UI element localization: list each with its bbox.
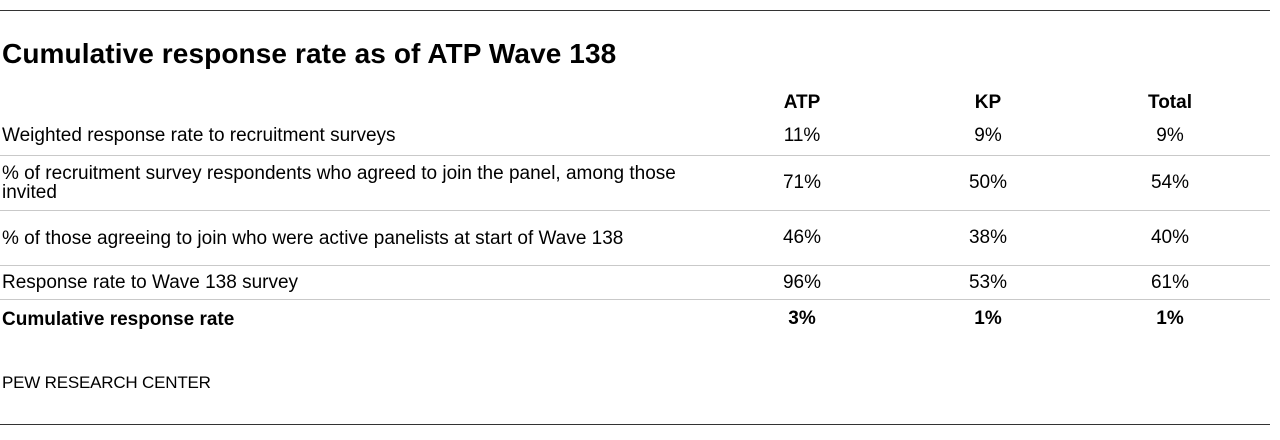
response-rate-table: ATP KP Total Weighted response rate to r…	[0, 88, 1270, 338]
cell-total: 40%	[1150, 227, 1190, 248]
cell-kp: 38%	[968, 227, 1008, 248]
cell-total: 1%	[1156, 308, 1184, 329]
row-label: Response rate to Wave 138 survey	[2, 272, 299, 293]
cell-atp: 71%	[782, 172, 822, 193]
table-row: Response rate to Wave 138 survey 96% 53%…	[0, 266, 1270, 300]
source-credit: PEW RESEARCH CENTER	[2, 373, 211, 392]
row-label: Weighted response rate to recruitment su…	[2, 125, 396, 146]
table-header-row: ATP KP Total	[0, 88, 1270, 116]
table-row: % of those agreeing to join who were act…	[0, 211, 1270, 266]
cell-atp: 46%	[782, 227, 822, 248]
bottom-rule	[0, 424, 1270, 425]
cell-kp: 9%	[974, 124, 1002, 146]
table-row: Weighted response rate to recruitment su…	[0, 116, 1270, 156]
column-header-kp: KP	[974, 92, 1002, 113]
cell-kp: 1%	[974, 308, 1002, 329]
cumulative-total-row: Cumulative response rate 3% 1% 1%	[0, 300, 1270, 338]
table-title: Cumulative response rate as of ATP Wave …	[2, 38, 617, 69]
table-row: % of recruitment survey respondents who …	[0, 156, 1270, 211]
cell-total: 61%	[1150, 271, 1190, 293]
cell-atp: 3%	[788, 308, 816, 329]
row-label: % of those agreeing to join who were act…	[2, 227, 624, 249]
cell-kp: 50%	[968, 172, 1008, 193]
column-header-atp: ATP	[783, 92, 821, 113]
cell-atp: 96%	[782, 271, 822, 293]
column-header-total: Total	[1148, 92, 1192, 113]
row-label: % of recruitment survey respondents who …	[2, 163, 676, 203]
cell-kp: 53%	[968, 271, 1008, 293]
row-label: Cumulative response rate	[2, 308, 235, 330]
cell-total: 9%	[1156, 124, 1184, 146]
top-rule	[0, 10, 1270, 11]
cell-atp: 11%	[783, 124, 821, 146]
cell-total: 54%	[1150, 172, 1190, 193]
